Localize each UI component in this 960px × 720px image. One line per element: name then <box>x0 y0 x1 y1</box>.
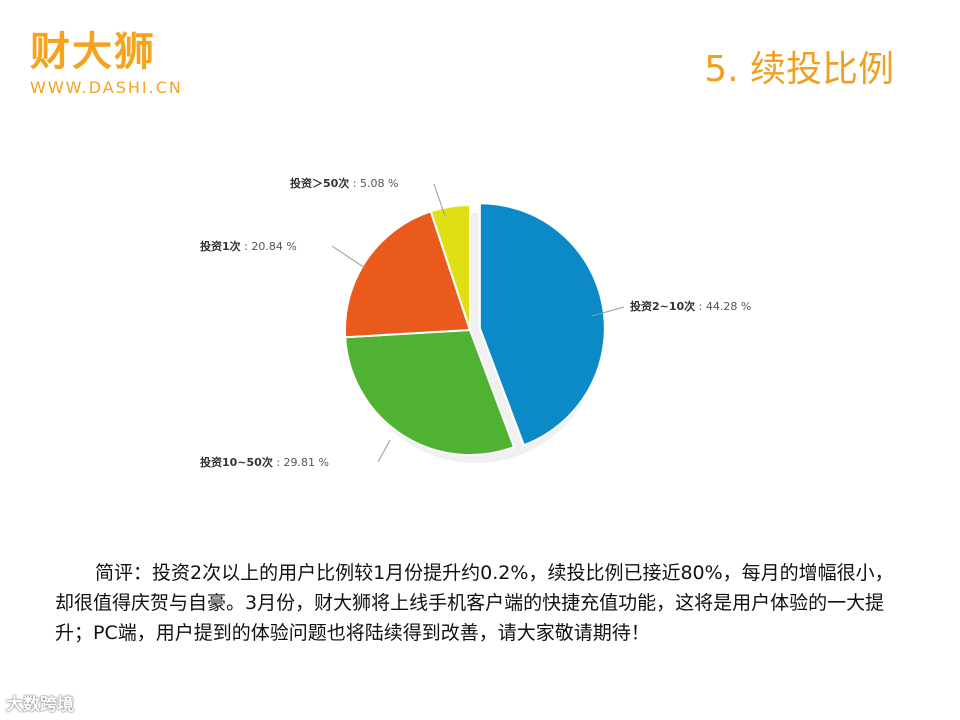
slice-label-value: : 44.28 % <box>695 300 751 313</box>
slide-title: 5. 续投比例 <box>704 49 894 90</box>
slice-label: 投资1次 : 20.84 % <box>200 239 297 253</box>
slice-label-name: 投资1次 <box>200 239 241 253</box>
slice-label-value: : 5.08 % <box>349 177 398 190</box>
slice-leader-line <box>331 245 366 269</box>
pie-slice <box>429 203 471 331</box>
slice-label-name: 投资2~10次 <box>630 299 695 313</box>
slice-label: 投资2~10次 : 44.28 % <box>630 299 751 313</box>
commentary-text: 简评：投资2次以上的用户比例较1月份提升约0.2%，续投比例已接近80%，每月的… <box>55 562 894 644</box>
watermark-text: 大数跨境 <box>6 695 74 715</box>
slice-leader-line <box>377 439 391 463</box>
slice-label: 投资10~50次 : 29.81 % <box>200 455 329 469</box>
pie-chart: 投资2~10次 : 44.28 % 投资10~50次 : 29.81 % 投资1次 … <box>200 176 751 469</box>
pie-slice <box>478 202 606 447</box>
slice-label-name: 投资10~50次 <box>200 455 273 469</box>
slice-label-value: : 29.81 % <box>273 456 329 469</box>
slice-leader-line <box>591 306 625 317</box>
pie-slice <box>344 328 516 456</box>
slice-label: 投资＞50次 : 5.08 % <box>290 176 398 190</box>
slice-leader-line <box>433 183 446 217</box>
brand-logo: 财大狮 WWW.DASHI.CN <box>30 28 183 97</box>
logo-url: WWW.DASHI.CN <box>30 78 183 97</box>
watermark: 大数跨境 <box>6 690 74 715</box>
pie-slice <box>344 210 472 339</box>
slice-label-name: 投资＞50次 <box>290 176 349 190</box>
logo-name: 财大狮 <box>30 29 156 75</box>
slice-label-value: : 20.84 % <box>241 240 297 253</box>
